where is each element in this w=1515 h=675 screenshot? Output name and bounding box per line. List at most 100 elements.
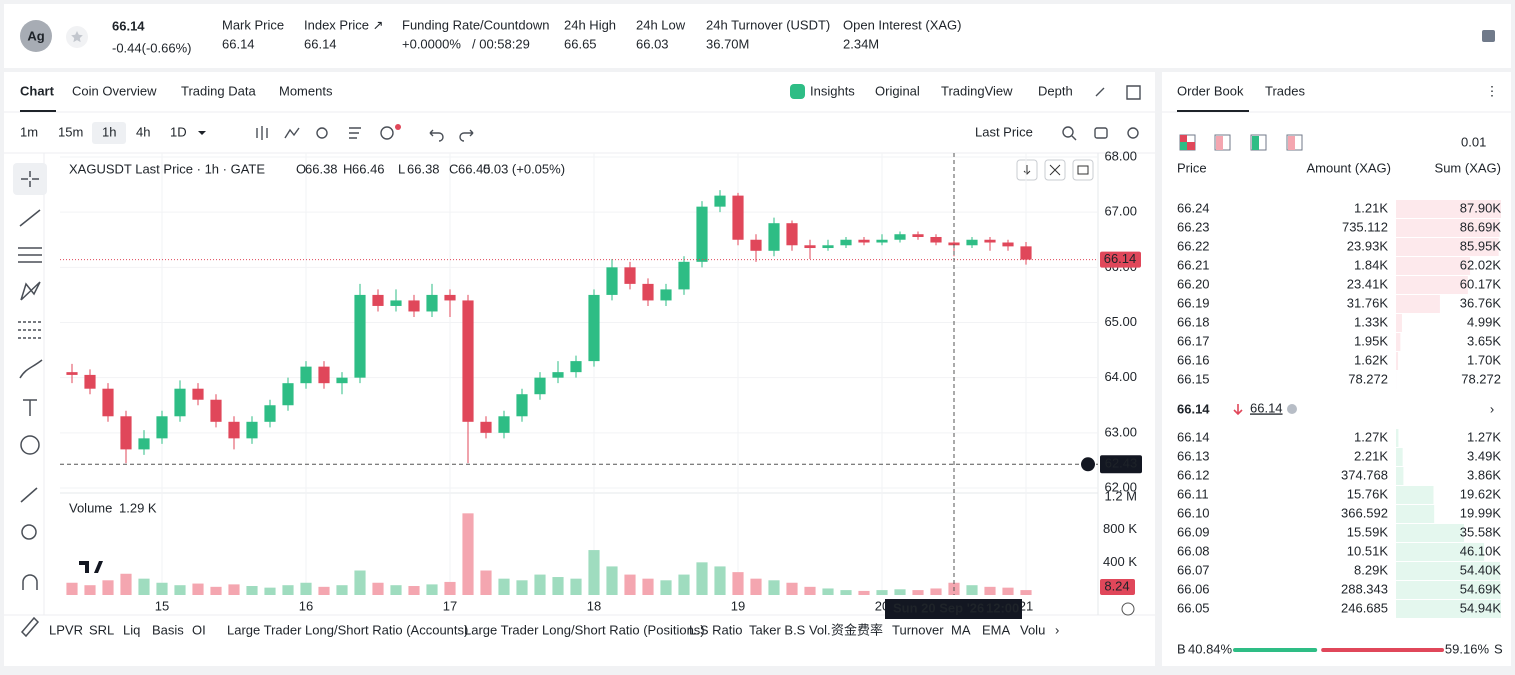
candle-body (894, 234, 905, 240)
indicator[interactable]: OI (192, 622, 206, 637)
interval[interactable]: 1m (20, 124, 38, 139)
y-tick-label: 68.00 (1104, 148, 1137, 163)
indicator[interactable]: MA (951, 622, 971, 637)
stat-label: 24h Turnover (USDT) (706, 17, 830, 32)
candle-body (408, 300, 419, 311)
ob-sum: 86.69K (1460, 219, 1502, 234)
view-tab[interactable]: Original (875, 83, 920, 98)
ob-amount: 1.33K (1354, 314, 1388, 329)
ob-sum: 19.99K (1460, 505, 1502, 520)
volume-bar (984, 587, 995, 595)
ob-sum: 85.95K (1460, 238, 1502, 253)
candle-body (228, 422, 239, 439)
candle-body (930, 237, 941, 243)
ob-column: Sum (XAG) (1435, 160, 1501, 175)
depth-bar (1396, 429, 1398, 447)
chevron[interactable]: › (1055, 622, 1059, 637)
indicator[interactable]: 资金费率 (831, 622, 883, 637)
interval[interactable]: 15m (58, 124, 83, 139)
tv-logo (77, 553, 105, 581)
volume-bar (660, 580, 671, 595)
candle-body (66, 372, 77, 375)
ob-amount: 288.343 (1341, 581, 1388, 596)
candle-body (84, 375, 95, 389)
ob-sum: 35.58K (1460, 524, 1502, 539)
indicator[interactable]: LPVR (49, 622, 83, 637)
indicator[interactable]: Large Trader Long/Short Ratio (Accounts) (227, 622, 468, 637)
legend-value: 66.38 (305, 161, 338, 176)
indicator[interactable]: Volu (1020, 622, 1045, 637)
stat-value: +0.0000% (402, 36, 461, 51)
volume-bar (840, 590, 851, 595)
interval[interactable]: 1h (102, 124, 116, 139)
ob-tab[interactable]: Order Book (1177, 83, 1244, 98)
candle-body (390, 300, 401, 306)
ob-amount: 23.93K (1347, 238, 1389, 253)
legend-change: 0.03 (+0.05%) (483, 161, 565, 176)
ob-price: 66.07 (1177, 562, 1210, 577)
y-tick-label: 64.00 (1104, 369, 1137, 384)
stat-label: Funding Rate/Countdown (402, 17, 549, 32)
indicator[interactable]: Large Trader Long/Short Ratio (Positions… (464, 622, 705, 637)
x-tick-label: 16 (299, 598, 313, 613)
interval[interactable]: 1D (170, 124, 187, 139)
candle-body (336, 378, 347, 384)
candle-body (210, 400, 221, 422)
ob-precision[interactable]: 0.01 (1461, 134, 1486, 149)
tab[interactable]: Moments (279, 83, 333, 98)
interval[interactable]: 4h (136, 124, 150, 139)
x-tick-label: 18 (587, 598, 601, 613)
ob-price: 66.08 (1177, 543, 1210, 558)
ob-price: 66.11 (1177, 486, 1209, 501)
sell-ratio: 59.16% (1445, 641, 1490, 656)
volume-bar (264, 588, 275, 595)
crosshair-add[interactable] (1081, 457, 1095, 471)
volume-bar (462, 513, 473, 595)
chevron[interactable]: › (1490, 401, 1494, 416)
notes-icon[interactable] (1482, 30, 1495, 42)
indicator[interactable]: EMA (982, 622, 1011, 637)
volume-bar (282, 585, 293, 595)
candle-body (714, 196, 725, 207)
tab[interactable]: Coin Overview (72, 83, 157, 98)
ob-sum: 36.76K (1460, 295, 1502, 310)
candle-body (732, 196, 743, 240)
indicator[interactable]: Taker B.S Vol. (749, 622, 831, 637)
volume-bar (804, 587, 815, 595)
tab[interactable]: Trading Data (181, 83, 256, 98)
ob-tab[interactable]: Trades (1265, 83, 1305, 98)
tab[interactable]: Chart (20, 83, 55, 98)
more-menu[interactable]: ⋮ (1486, 83, 1499, 98)
ob-amount: 1.84K (1354, 257, 1388, 272)
ob-amount: 15.76K (1347, 486, 1389, 501)
price-source[interactable]: Last Price (975, 124, 1033, 139)
ob-sum: 54.69K (1460, 581, 1502, 596)
volume-bar (876, 590, 887, 595)
volume-bar (678, 575, 689, 595)
candle-body (246, 422, 257, 439)
indicator[interactable]: L.S Ratio (689, 622, 742, 637)
ob-price: 66.21 (1177, 257, 1210, 272)
ob-price: 66.09 (1177, 524, 1210, 539)
stat-value: 66.14 (304, 36, 337, 51)
stat-label: 24h High (564, 17, 616, 32)
volume-bar (336, 585, 347, 595)
depth-bar (1396, 333, 1400, 351)
volume-bar (444, 582, 455, 595)
volume-name: Volume (69, 500, 112, 515)
indicator[interactable]: Turnover (892, 622, 944, 637)
ob-price: 66.17 (1177, 333, 1210, 348)
candle-body (552, 372, 563, 378)
view-tab[interactable]: TradingView (941, 83, 1013, 98)
y-tick-label: 65.00 (1104, 314, 1137, 329)
legend-value: 66.46 (352, 161, 385, 176)
volume-bar (210, 587, 221, 595)
indicator[interactable]: Basis (152, 622, 184, 637)
ob-price: 66.13 (1177, 448, 1210, 463)
ob-amount: 8.29K (1354, 562, 1388, 577)
view-tab[interactable]: Depth (1038, 83, 1073, 98)
indicator[interactable]: Liq (123, 622, 140, 637)
view-tab[interactable]: Insights (810, 83, 855, 98)
indicator[interactable]: SRL (89, 622, 114, 637)
